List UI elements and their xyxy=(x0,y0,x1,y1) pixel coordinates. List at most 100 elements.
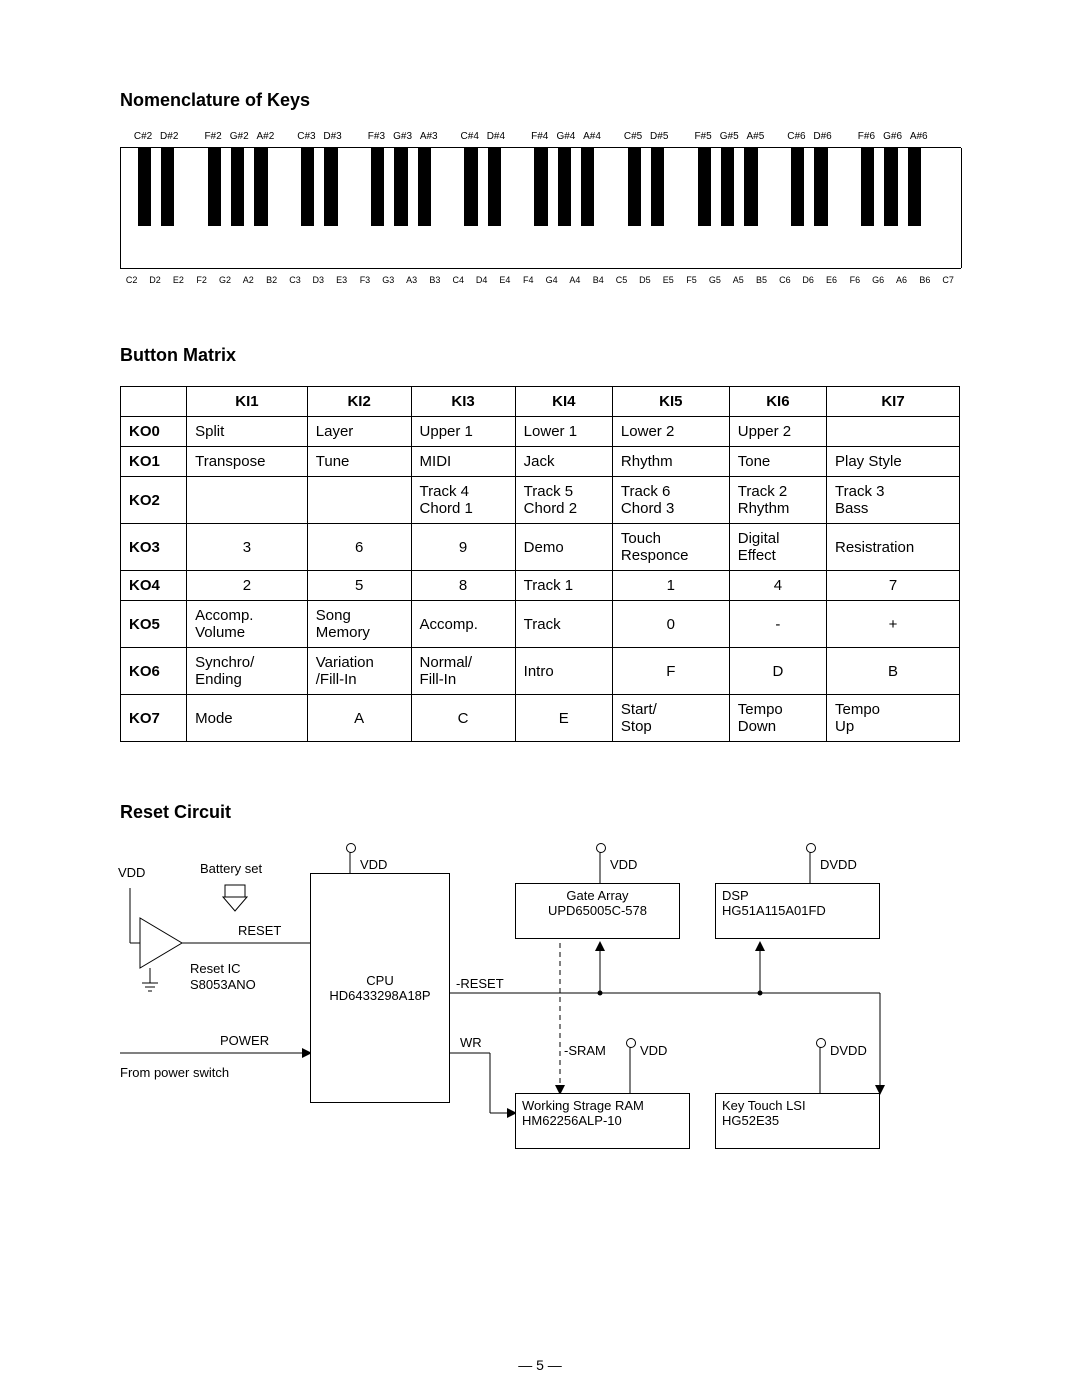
white-key-label: B6 xyxy=(913,275,936,285)
black-key-label-group: F#3G#3A#3 xyxy=(365,131,439,142)
reset-circuit-diagram: VDD Battery set RESET Reset IC S8053ANO … xyxy=(120,843,960,1223)
label-from-power: From power switch xyxy=(120,1065,229,1080)
table-cell: Jack xyxy=(515,447,612,477)
label-dsp-dvdd: DVDD xyxy=(820,857,857,872)
table-cell: Demo xyxy=(515,524,612,571)
col-header: KI6 xyxy=(729,387,826,417)
label-ram-vdd: VDD xyxy=(640,1043,667,1058)
black-key-label: D#2 xyxy=(158,131,180,142)
white-key-label: F4 xyxy=(517,275,540,285)
black-key-label: A#6 xyxy=(908,131,930,142)
white-key-label: C6 xyxy=(773,275,796,285)
label-ktl-dvdd: DVDD xyxy=(830,1043,867,1058)
black-key-label: D#5 xyxy=(648,131,670,142)
col-header: KI7 xyxy=(827,387,960,417)
black-key xyxy=(651,148,665,226)
table-cell: Play Style xyxy=(827,447,960,477)
row-header: KO2 xyxy=(121,477,187,524)
white-key-label: A3 xyxy=(400,275,423,285)
row-header: KO7 xyxy=(121,695,187,742)
open-circle xyxy=(626,1038,636,1048)
label-power: POWER xyxy=(220,1033,269,1048)
white-key-label: G5 xyxy=(703,275,726,285)
table-cell: 5 xyxy=(307,571,411,601)
table-cell: 7 xyxy=(827,571,960,601)
table-cell: Upper 2 xyxy=(729,417,826,447)
row-header: KO3 xyxy=(121,524,187,571)
label-neg-reset: -RESET xyxy=(456,976,504,991)
table-cell: TempoDown xyxy=(729,695,826,742)
table-cell: A xyxy=(307,695,411,742)
white-key-label: G6 xyxy=(867,275,890,285)
table-cell: F xyxy=(612,648,729,695)
black-key-label-group: C#3 D#3 xyxy=(295,131,343,142)
white-key-label: B3 xyxy=(423,275,446,285)
black-key xyxy=(208,148,222,226)
table-cell xyxy=(307,477,411,524)
black-key xyxy=(534,148,548,226)
white-key-label: D6 xyxy=(797,275,820,285)
white-key-label: A5 xyxy=(727,275,750,285)
box-ram: Working Strage RAM HM62256ALP-10 xyxy=(515,1093,690,1149)
open-circle xyxy=(806,843,816,853)
col-header: KI2 xyxy=(307,387,411,417)
black-key-label: C#3 xyxy=(295,131,317,142)
table-cell: 9 xyxy=(411,524,515,571)
col-header: KI4 xyxy=(515,387,612,417)
black-key-label-group: C#2D#2 xyxy=(132,131,180,142)
button-matrix-table: KI1KI2KI3KI4KI5KI6KI7KO0SplitLayerUpper … xyxy=(120,386,960,742)
black-key-label-group: C#6D#6 xyxy=(785,131,833,142)
black-key-label: F#6 xyxy=(855,131,877,142)
table-cell: MIDI xyxy=(411,447,515,477)
black-key xyxy=(301,148,315,226)
table-cell: - xyxy=(729,601,826,648)
black-key-label: A#5 xyxy=(744,131,766,142)
table-cell: 3 xyxy=(187,524,308,571)
black-key xyxy=(861,148,875,226)
section-title-matrix: Button Matrix xyxy=(120,345,960,366)
label-cpu-vdd: VDD xyxy=(360,857,387,872)
table-corner xyxy=(121,387,187,417)
white-key-label: F2 xyxy=(190,275,213,285)
row-header: KO5 xyxy=(121,601,187,648)
table-cell: Track 3Bass xyxy=(827,477,960,524)
black-key xyxy=(908,148,922,226)
box-dsp-l1: DSP xyxy=(722,888,873,903)
open-circle xyxy=(596,843,606,853)
white-key-label: C5 xyxy=(610,275,633,285)
black-key-label: D#3 xyxy=(321,131,343,142)
keyboard-figure: C#2D#2F#2G#2A#2C#3D#3F#3G#3A#3C#4D#4F#4G… xyxy=(120,131,960,285)
white-key-label: E6 xyxy=(820,275,843,285)
black-key xyxy=(231,148,245,226)
table-cell: Mode xyxy=(187,695,308,742)
white-key-label: D4 xyxy=(470,275,493,285)
white-key-label: B2 xyxy=(260,275,283,285)
black-key-label: G#4 xyxy=(555,131,577,142)
table-cell: + xyxy=(827,601,960,648)
table-cell: TouchResponce xyxy=(612,524,729,571)
row-header: KO1 xyxy=(121,447,187,477)
table-cell: 0 xyxy=(612,601,729,648)
table-cell: Track 1 xyxy=(515,571,612,601)
table-cell xyxy=(827,417,960,447)
table-cell: Track 2Rhythm xyxy=(729,477,826,524)
open-circle xyxy=(816,1038,826,1048)
open-circle xyxy=(346,843,356,853)
white-key-label: G4 xyxy=(540,275,563,285)
white-key-label: E5 xyxy=(657,275,680,285)
black-key-label: F#2 xyxy=(202,131,224,142)
black-key xyxy=(581,148,595,226)
black-key-label: A#3 xyxy=(418,131,440,142)
white-key-label: C7 xyxy=(936,275,959,285)
box-cpu: CPU HD6433298A18P xyxy=(310,873,450,1103)
black-key xyxy=(488,148,502,226)
label-reset-ic2: S8053ANO xyxy=(190,977,256,992)
table-cell: 4 xyxy=(729,571,826,601)
table-cell: DigitalEffect xyxy=(729,524,826,571)
white-key-label: D5 xyxy=(633,275,656,285)
white-key-label: B4 xyxy=(587,275,610,285)
white-key-label: F5 xyxy=(680,275,703,285)
black-key-label-group: C#5D#5 xyxy=(622,131,670,142)
white-key-label: A2 xyxy=(237,275,260,285)
box-dsp-l2: HG51A115A01FD xyxy=(722,903,873,918)
